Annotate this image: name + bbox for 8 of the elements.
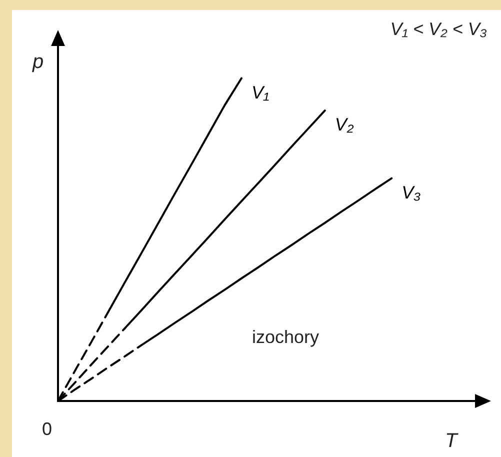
series-label: V₁ — [251, 82, 270, 102]
series-label: V₃ — [402, 182, 421, 202]
y-axis-title: p — [31, 51, 44, 73]
annotation: izochory — [252, 327, 320, 347]
x-axis-title: T — [445, 430, 459, 452]
series-label: V₂ — [334, 114, 354, 135]
text: 0 — [42, 419, 52, 439]
text: V₁ < V₂ < V₃ — [390, 19, 488, 39]
